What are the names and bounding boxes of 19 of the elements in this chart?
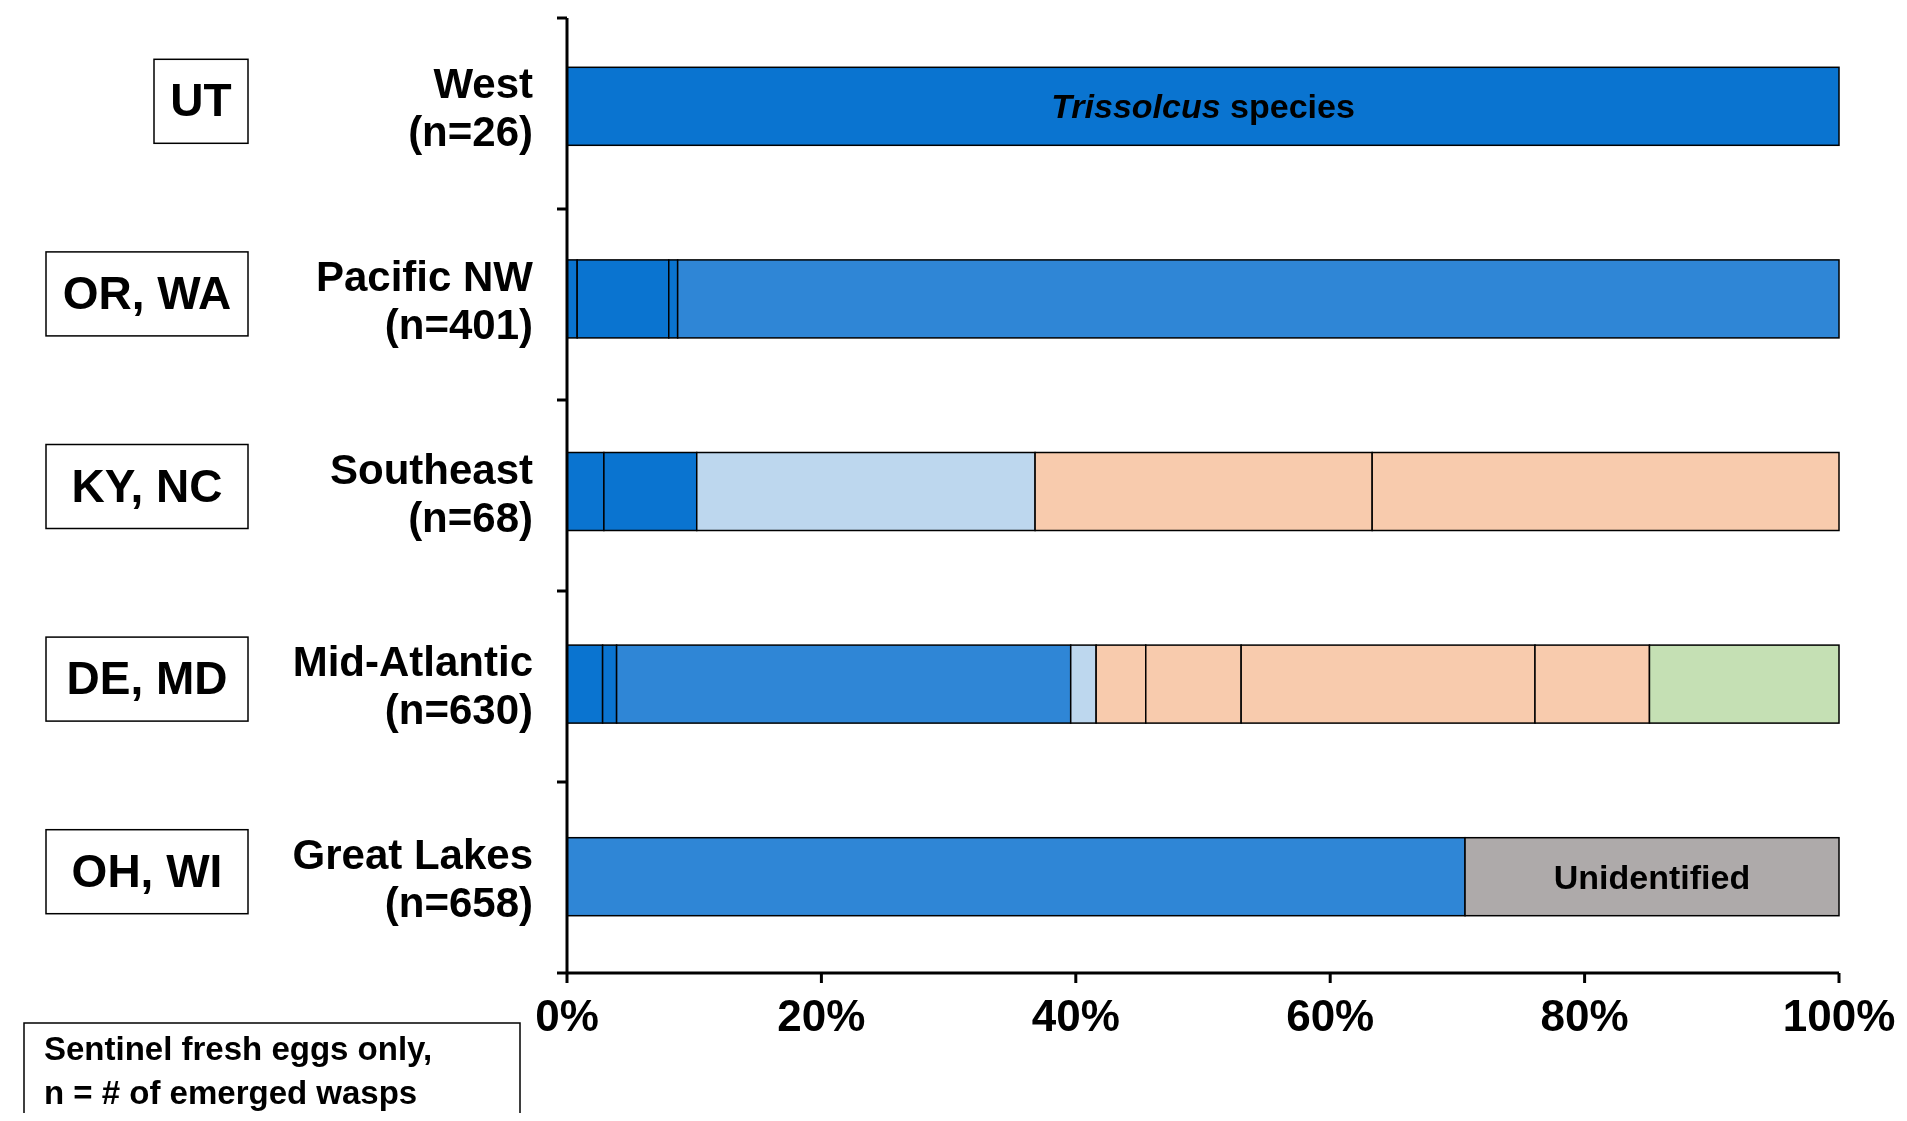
y2-tick-label: OR, WA	[62, 266, 232, 319]
annotation: Trissolcus species	[1051, 87, 1355, 126]
y2-tick-label: KY, NC	[71, 459, 223, 512]
x-tick-label: 80%	[1540, 991, 1629, 1040]
x-tick-label: 40%	[1031, 991, 1120, 1040]
y2-tick-label: DE, MD	[66, 652, 228, 705]
annotation: Unidentified	[1553, 857, 1751, 896]
x-tick-label: 60%	[1286, 991, 1375, 1040]
x-tick-label: 100%	[1782, 991, 1896, 1040]
y-tick-label: West (n=26)	[408, 60, 534, 156]
y-tick-label: Mid-Atlantic (n=630)	[292, 638, 533, 734]
x-tick-label: 0%	[535, 991, 599, 1040]
y-tick-label: Pacific NW (n=401)	[315, 252, 534, 348]
y2-tick-label: OH, WI	[71, 844, 223, 897]
y2-tick-label: UT	[170, 74, 232, 127]
y-tick-label: Great Lakes (n=658)	[292, 830, 533, 926]
x-tick-label: 20%	[777, 991, 866, 1040]
y-tick-label: Southeast (n=68)	[329, 445, 534, 541]
text: Sentinel fresh eggs only, n = # of emerged wasps	[44, 1030, 433, 1111]
